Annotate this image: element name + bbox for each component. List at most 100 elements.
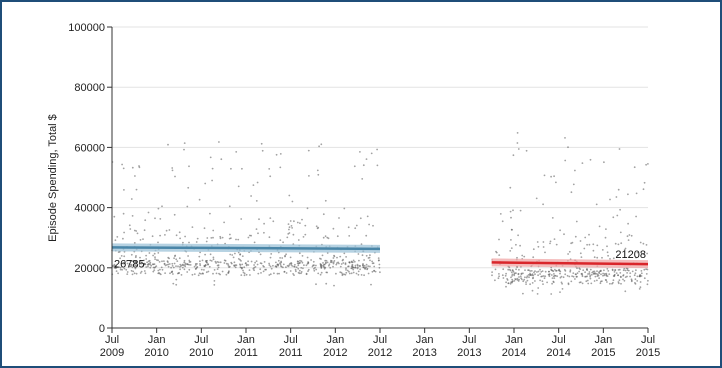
x-tick-label-year: 2011	[279, 347, 303, 359]
scatter-point	[141, 265, 144, 268]
scatter-point	[189, 264, 192, 266]
scatter-point	[307, 270, 309, 272]
scatter-point	[620, 282, 622, 285]
scatter-point	[187, 186, 190, 189]
scatter-point	[533, 271, 535, 274]
scatter-point	[293, 220, 295, 223]
scatter-point	[640, 270, 643, 272]
scatter-point	[634, 283, 637, 285]
scatter-point	[216, 264, 219, 267]
scatter-point	[139, 272, 142, 274]
scatter-point	[325, 282, 328, 285]
scatter-point	[268, 168, 271, 170]
scatter-point	[154, 258, 157, 260]
scatter-point	[540, 271, 543, 273]
scatter-point	[593, 256, 596, 259]
scatter-point	[603, 269, 605, 272]
scatter-point	[280, 265, 283, 268]
scatter-point	[174, 254, 177, 257]
scatter-point	[147, 211, 150, 214]
scatter-point	[324, 262, 327, 265]
scatter-point	[618, 148, 621, 150]
scatter-point	[175, 265, 177, 267]
scatter-point	[173, 213, 176, 216]
scatter-point	[369, 254, 371, 257]
scatter-point	[300, 272, 302, 275]
scatter-point	[575, 220, 578, 223]
scatter-point	[315, 264, 317, 267]
scatter-point	[227, 264, 230, 267]
scatter-point	[359, 151, 361, 153]
scatter-point	[586, 279, 589, 282]
trend-lines	[111, 243, 649, 269]
scatter-point	[263, 231, 265, 234]
scatter-point	[296, 221, 299, 224]
scatter-point	[529, 272, 531, 275]
scatter-point	[144, 272, 147, 275]
scatter-point	[119, 268, 122, 271]
scatter-point	[510, 271, 513, 274]
scatter-point	[153, 269, 156, 271]
scatter-point	[146, 263, 149, 266]
scatter-point	[181, 266, 184, 269]
scatter-point	[188, 165, 190, 168]
scatter-point	[135, 188, 138, 191]
scatter-point	[140, 261, 143, 264]
scatter-point	[352, 259, 355, 262]
scatter-point	[150, 264, 153, 267]
scatter-point	[345, 269, 347, 271]
scatter-point	[567, 146, 569, 149]
scatter-point	[501, 274, 504, 277]
scatter-point	[225, 262, 228, 265]
scatter-point	[321, 254, 324, 257]
scatter-point	[630, 234, 633, 237]
scatter-point	[520, 272, 523, 275]
scatter-point	[555, 269, 558, 272]
scatter-point	[255, 200, 258, 202]
scatter-point	[227, 272, 230, 274]
scatter-point	[615, 272, 618, 274]
scatter-point	[509, 186, 512, 189]
scatter-point	[279, 239, 282, 242]
scatter-point	[313, 269, 316, 272]
scatter-point	[325, 259, 328, 262]
scatter-point	[285, 253, 287, 256]
scatter-point	[615, 196, 618, 198]
scatter-point	[182, 241, 184, 244]
scatter-point	[536, 293, 539, 295]
scatter-point	[213, 280, 216, 282]
scatter-point	[622, 274, 624, 277]
scatter-point	[642, 188, 645, 191]
scatter-point	[184, 235, 187, 238]
scatter-point	[613, 271, 616, 273]
x-tick-label-month: Jul	[552, 334, 566, 346]
scatter-point	[542, 203, 544, 206]
scatter-point	[157, 241, 159, 244]
scatter-point	[153, 252, 156, 255]
x-tick-label-year: 2012	[368, 347, 392, 359]
scatter-point	[175, 258, 178, 261]
scatter-point	[279, 257, 281, 259]
scatter-point	[193, 273, 196, 275]
scatter-point	[164, 234, 166, 236]
scatter-point	[572, 183, 575, 186]
scatter-point	[198, 198, 201, 201]
scatter-point	[588, 271, 591, 273]
scatter-point	[237, 258, 240, 260]
scatter-point	[164, 272, 167, 274]
scatter-point	[247, 260, 250, 263]
scatter-point	[285, 272, 288, 274]
scatter-point	[357, 253, 360, 255]
scatter-point	[544, 251, 546, 254]
scatter-point	[613, 275, 616, 278]
scatter-point	[617, 282, 620, 285]
scatter-point	[373, 269, 375, 272]
scatter-point	[196, 266, 199, 268]
scatter-point	[575, 273, 577, 276]
scatter-point	[140, 270, 143, 273]
scatter-point	[195, 267, 197, 270]
scatter-point	[624, 269, 627, 272]
scatter-point	[168, 263, 171, 265]
scatter-point	[514, 272, 516, 274]
